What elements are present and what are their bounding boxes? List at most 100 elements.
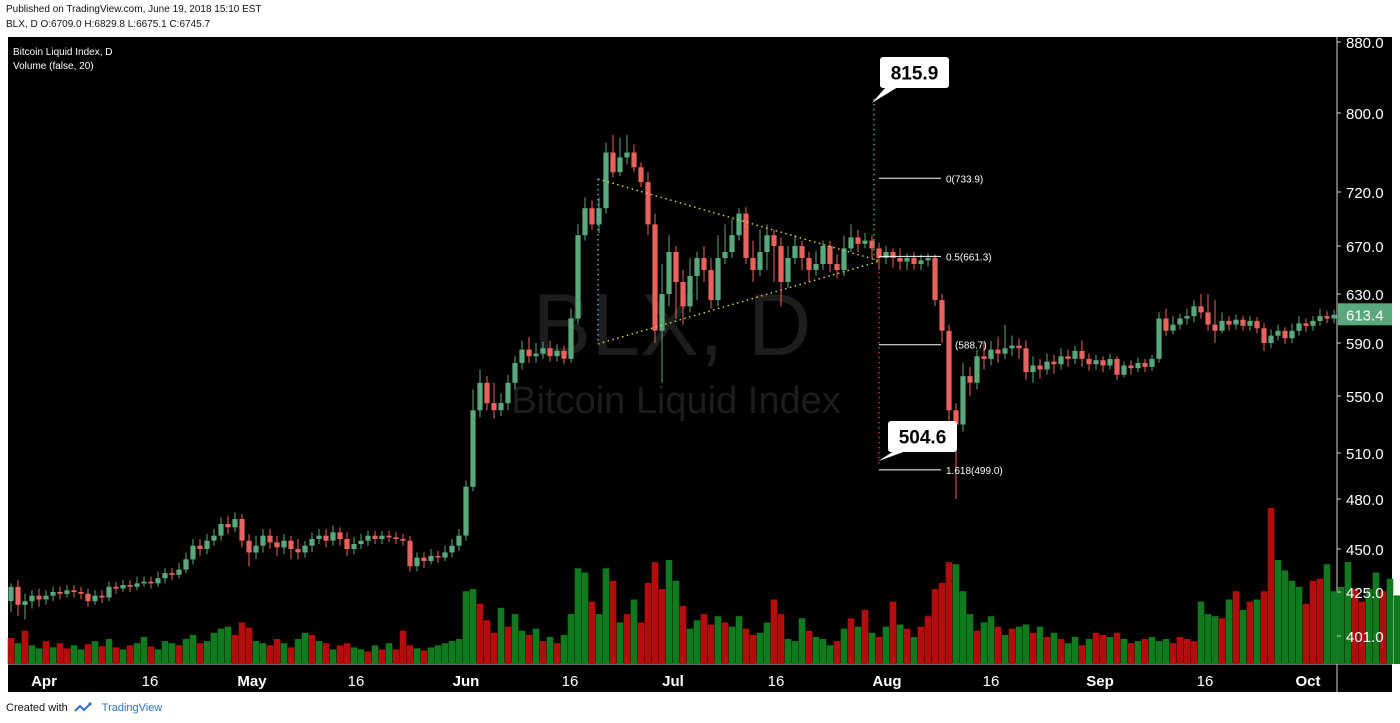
- candle-body: [1002, 348, 1008, 354]
- callout-815: 815.9: [872, 57, 949, 103]
- candle-body: [666, 252, 672, 294]
- candle: [211, 529, 217, 546]
- candle: [638, 162, 644, 188]
- candle: [1142, 358, 1148, 373]
- candle: [869, 235, 875, 258]
- price-tick-label: 880.0: [1346, 35, 1384, 52]
- candle: [1254, 317, 1260, 334]
- candle: [932, 254, 938, 307]
- volume-bar: [364, 651, 372, 664]
- candle-body: [218, 524, 224, 536]
- tradingview-link[interactable]: TradingView: [101, 702, 163, 714]
- volume-bar: [483, 620, 491, 664]
- candle: [358, 534, 364, 549]
- price-tick-label: 720.0: [1346, 185, 1384, 202]
- candle: [113, 581, 119, 594]
- candle-body: [841, 248, 847, 270]
- candle: [547, 340, 553, 362]
- candle: [1107, 353, 1113, 370]
- candle-body: [1219, 320, 1225, 331]
- candle: [715, 235, 721, 307]
- candle-body: [883, 252, 889, 258]
- candle: [1114, 356, 1120, 381]
- volume-bar: [63, 648, 71, 664]
- candle-body: [50, 592, 56, 596]
- candle: [1261, 323, 1267, 351]
- candle-body: [526, 349, 532, 357]
- candle: [778, 237, 784, 307]
- candle: [330, 525, 336, 546]
- volume-bar: [1386, 578, 1394, 664]
- candle: [1044, 353, 1050, 375]
- candle: [1324, 311, 1330, 324]
- candle-body: [652, 224, 658, 331]
- volume-bar: [791, 641, 799, 664]
- volume-bar: [476, 603, 484, 664]
- volume-bar: [819, 639, 827, 664]
- candle-body: [1324, 316, 1330, 319]
- candle: [1072, 345, 1078, 365]
- candle: [1275, 324, 1281, 341]
- volume-bar: [1085, 639, 1093, 664]
- candle: [1051, 354, 1057, 374]
- candle-body: [211, 535, 217, 541]
- volume-bar: [1232, 591, 1240, 664]
- candle: [344, 532, 350, 556]
- tradingview-logo-icon: [74, 702, 92, 712]
- candle: [1128, 360, 1134, 375]
- candle-body: [162, 573, 168, 579]
- volume-bar: [595, 614, 603, 664]
- volume-bar: [189, 634, 197, 664]
- candle: [757, 229, 763, 276]
- candle-body: [806, 258, 812, 270]
- candle-body: [71, 590, 77, 592]
- candle-body: [1268, 335, 1274, 343]
- volume-bar: [1239, 609, 1247, 664]
- candle: [43, 590, 49, 605]
- volume-bar: [756, 632, 764, 664]
- candle-body: [624, 152, 630, 158]
- volume-bar: [406, 645, 414, 664]
- volume-bar: [567, 614, 575, 664]
- candle: [1247, 316, 1253, 331]
- price-tick-label: 510.0: [1346, 446, 1384, 463]
- volume-bar: [203, 641, 211, 664]
- candle-body: [610, 152, 616, 173]
- candle: [99, 590, 105, 603]
- candle: [1191, 300, 1197, 323]
- volume-bar: [959, 591, 967, 664]
- candle-body: [155, 578, 161, 584]
- candle: [365, 530, 371, 546]
- candle-body: [561, 350, 567, 359]
- candle: [274, 535, 280, 556]
- volume-bar: [546, 637, 554, 664]
- candle-body: [715, 258, 721, 301]
- candle: [1296, 316, 1302, 336]
- candle: [1177, 313, 1183, 330]
- candle-body: [22, 601, 28, 605]
- callout-label: 504.6: [899, 428, 947, 449]
- volume-bar: [581, 572, 589, 664]
- candle: [197, 539, 203, 556]
- watermark-name: Bitcoin Liquid Index: [511, 380, 841, 422]
- candle-body: [1030, 365, 1036, 373]
- candle: [652, 213, 658, 343]
- candle: [624, 134, 630, 165]
- candle: [155, 571, 161, 587]
- candle-body: [785, 258, 791, 282]
- candle-body: [295, 549, 301, 553]
- price-axis: [1337, 37, 1392, 664]
- volume-bar: [1267, 508, 1275, 664]
- candle: [1086, 353, 1092, 371]
- volume-bar: [392, 649, 400, 664]
- volume-bar: [1092, 632, 1100, 664]
- candle-body: [771, 235, 777, 246]
- candle-body: [8, 586, 14, 602]
- price-tick-label: 401.0: [1346, 629, 1384, 646]
- volume-bar: [266, 645, 274, 664]
- candle-body: [596, 208, 602, 225]
- volume-bar: [938, 582, 946, 664]
- candle-body: [659, 294, 665, 331]
- candle-body: [988, 349, 994, 359]
